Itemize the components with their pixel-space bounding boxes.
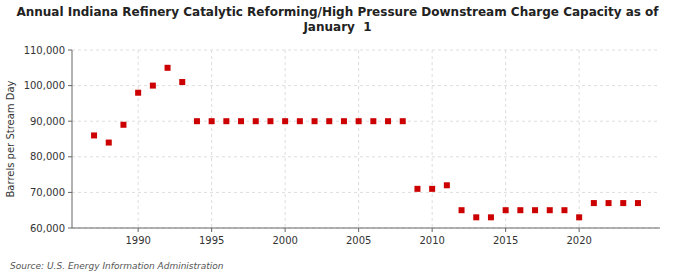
x-tick-label: 2015	[493, 235, 518, 246]
x-axis-line	[72, 228, 660, 229]
axes: 1990 1995 2000 2005 2010 2015 2020 60,000 70,000…	[24, 45, 660, 247]
y-grid-line	[72, 121, 660, 122]
y-axis-line	[72, 50, 73, 228]
x-grid-line	[579, 50, 580, 228]
y-grid-line	[72, 50, 660, 51]
point	[91, 132, 97, 138]
x-grid-line	[358, 50, 359, 228]
point	[561, 207, 567, 213]
x-tick	[211, 228, 212, 232]
title-line: January 1	[302, 20, 371, 34]
point	[150, 83, 156, 89]
point	[532, 207, 538, 213]
point	[106, 140, 112, 146]
x-grid-line	[138, 50, 139, 228]
point	[267, 118, 273, 124]
title-line: Annual Indiana Refinery Catalytic Reform…	[16, 5, 659, 19]
point	[517, 207, 523, 213]
point	[179, 79, 185, 85]
x-tick	[358, 228, 359, 232]
point	[414, 186, 420, 192]
y-tick-label: 80,000	[30, 151, 65, 162]
point	[385, 118, 391, 124]
x-grid-line	[432, 50, 433, 228]
y-tick-label: 110,000	[24, 45, 65, 56]
point	[312, 118, 318, 124]
point	[488, 214, 494, 220]
point	[209, 118, 215, 124]
x-tick	[138, 228, 139, 232]
y-grid-line	[72, 228, 660, 229]
points	[91, 65, 641, 221]
x-tick-label: 2010	[419, 235, 444, 246]
point	[473, 214, 479, 220]
y-tick	[68, 121, 72, 122]
x-grid-line	[505, 50, 506, 228]
x-tick-label: 2000	[272, 235, 297, 246]
y-tick	[68, 192, 72, 193]
y-tick	[68, 85, 72, 86]
source-note: Source: U.S. Energy Information Administ…	[10, 261, 224, 271]
y-tick	[68, 50, 72, 51]
point	[620, 200, 626, 206]
x-tick	[285, 228, 286, 232]
y-axis-label: Barrels per Stream Day	[5, 80, 16, 197]
y-grid-line	[72, 192, 660, 193]
point	[326, 118, 332, 124]
point	[444, 182, 450, 188]
point	[459, 207, 465, 213]
y-tick-label: 70,000	[30, 187, 65, 198]
grid	[72, 50, 660, 228]
point	[120, 122, 126, 128]
point	[606, 200, 612, 206]
y-tick	[68, 156, 72, 157]
x-tick	[432, 228, 433, 232]
point	[547, 207, 553, 213]
point	[297, 118, 303, 124]
point	[238, 118, 244, 124]
x-tick-label: 2020	[566, 235, 591, 246]
y-grid-line	[72, 85, 660, 86]
point	[282, 118, 288, 124]
title: Annual Indiana Refinery Catalytic Reform…	[16, 5, 659, 34]
point	[356, 118, 362, 124]
x-tick-label: 1995	[199, 235, 224, 246]
x-tick	[579, 228, 580, 232]
point	[341, 118, 347, 124]
point	[223, 118, 229, 124]
y-tick-label: 100,000	[24, 80, 65, 91]
x-grid-line	[211, 50, 212, 228]
x-tick-label: 2005	[346, 235, 371, 246]
point	[591, 200, 597, 206]
point	[429, 186, 435, 192]
y-tick-label: 60,000	[30, 223, 65, 234]
point	[503, 207, 509, 213]
chart: Annual Indiana Refinery Catalytic Reform…	[0, 0, 675, 275]
point	[576, 214, 582, 220]
x-tick	[505, 228, 506, 232]
x-grid-line	[285, 50, 286, 228]
point	[165, 65, 171, 71]
x-tick-label: 1990	[125, 235, 150, 246]
y-tick-label: 90,000	[30, 116, 65, 127]
point	[194, 118, 200, 124]
point	[253, 118, 259, 124]
point	[400, 118, 406, 124]
point	[635, 200, 641, 206]
point	[135, 90, 141, 96]
point	[370, 118, 376, 124]
y-tick	[68, 228, 72, 229]
y-grid-line	[72, 156, 660, 157]
